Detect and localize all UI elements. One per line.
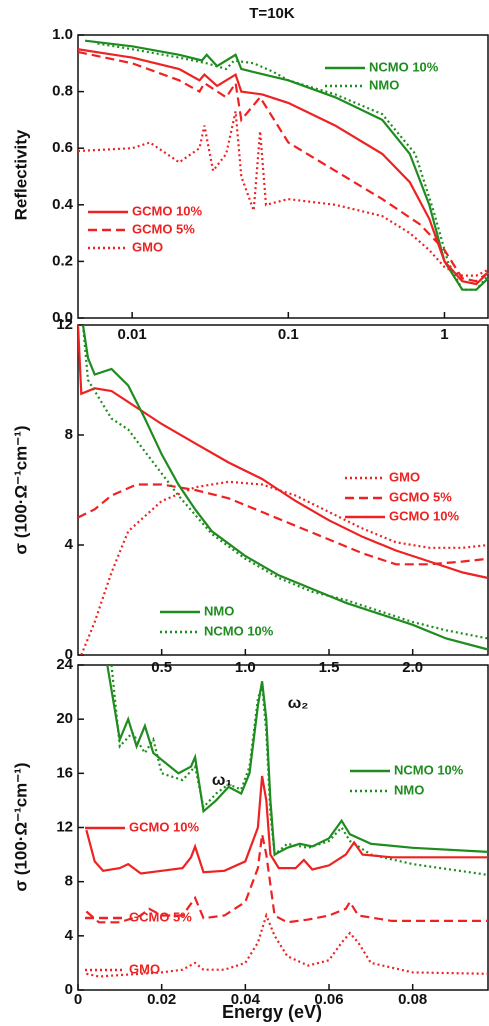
legend-label: GCMO 5% [389,489,452,504]
series-line [81,325,489,651]
series-line [78,50,489,283]
y-tick-label: 0.4 [52,196,74,213]
x-tick-label: 1.5 [319,659,340,676]
y-tick-label: 0.8 [52,83,73,100]
x-tick-label: 2.0 [402,659,423,676]
y-tick-label: 24 [56,656,73,673]
series-line [85,775,488,875]
legend-label: GCMO 10% [129,819,200,834]
y-tick-label: 12 [56,818,73,835]
legend-label: GCMO 10% [389,508,460,523]
plot-lines [78,39,489,291]
legend-label: NCMO 10% [369,59,439,74]
legend-label: NCMO 10% [394,762,464,777]
series-line [85,834,488,924]
legend-label: NMO [369,77,399,92]
y-tick-label: 0 [65,646,73,663]
y-tick-label: 0 [65,981,73,998]
legend-label: GCMO 5% [132,221,195,236]
plot-frame [77,34,489,319]
x-tick-label: 0 [74,991,82,1008]
y-tick-label: 0.0 [52,309,73,326]
chart-title: T=10K [249,5,295,22]
x-tick-label: 1.0 [235,659,256,676]
x-tick-label: 0.02 [147,991,176,1008]
y-tick-label: 0.6 [52,139,73,156]
series-line [86,912,489,978]
x-tick-label: 0.06 [314,991,343,1008]
series-line [80,480,489,655]
series-line [78,325,489,580]
y-tick-label: 8 [65,873,73,890]
legend-label: NMO [204,603,234,618]
x-tick-label: 0.08 [398,991,427,1008]
y-tick-label: 0.2 [52,252,73,269]
series-line [78,111,489,277]
y-tick-label: 12 [56,316,73,333]
legend-label: GCMO 5% [129,909,192,924]
series-line [110,665,489,876]
series-line [78,483,489,566]
y-tick-label: 16 [56,764,73,781]
x-axis-label: Energy (eV) [222,1002,322,1022]
y-tick-label: 4 [65,927,74,944]
x-tick-label: 0.01 [118,326,147,343]
y-tick-label: 4 [65,536,74,553]
plot-lines [78,325,489,655]
x-tick-label: 0.04 [231,991,261,1008]
x-tick-label: 1 [440,326,448,343]
y-axis-label: σ (100·Ω⁻¹cm⁻¹) [11,762,30,891]
legend-label: NCMO 10% [204,623,274,638]
y-axis-label: σ (100·Ω⁻¹cm⁻¹) [11,425,30,554]
plot-frame [77,324,489,656]
y-tick-label: 8 [65,426,73,443]
legend-label: GMO [389,469,420,484]
legend-label: GCMO 10% [132,203,203,218]
plot-lines [85,665,489,978]
series-line [78,48,489,286]
series-line [81,325,489,640]
y-axis-label: Reflectivity [11,129,30,220]
series-line [106,665,489,857]
legend-label: GMO [132,239,163,254]
annotation: ω₁ [212,772,233,789]
x-tick-label: 0.5 [151,659,172,676]
x-tick-label: 0.1 [278,326,299,343]
legend-label: GMO [129,961,160,976]
y-tick-label: 20 [56,710,73,727]
legend-label: NMO [394,782,424,797]
annotation: ω₂ [288,695,309,712]
y-tick-label: 1.0 [52,26,73,43]
